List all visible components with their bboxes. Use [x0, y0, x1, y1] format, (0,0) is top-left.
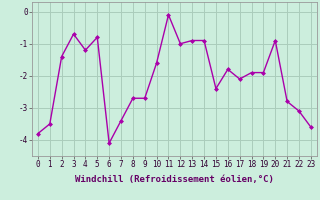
X-axis label: Windchill (Refroidissement éolien,°C): Windchill (Refroidissement éolien,°C) [75, 175, 274, 184]
